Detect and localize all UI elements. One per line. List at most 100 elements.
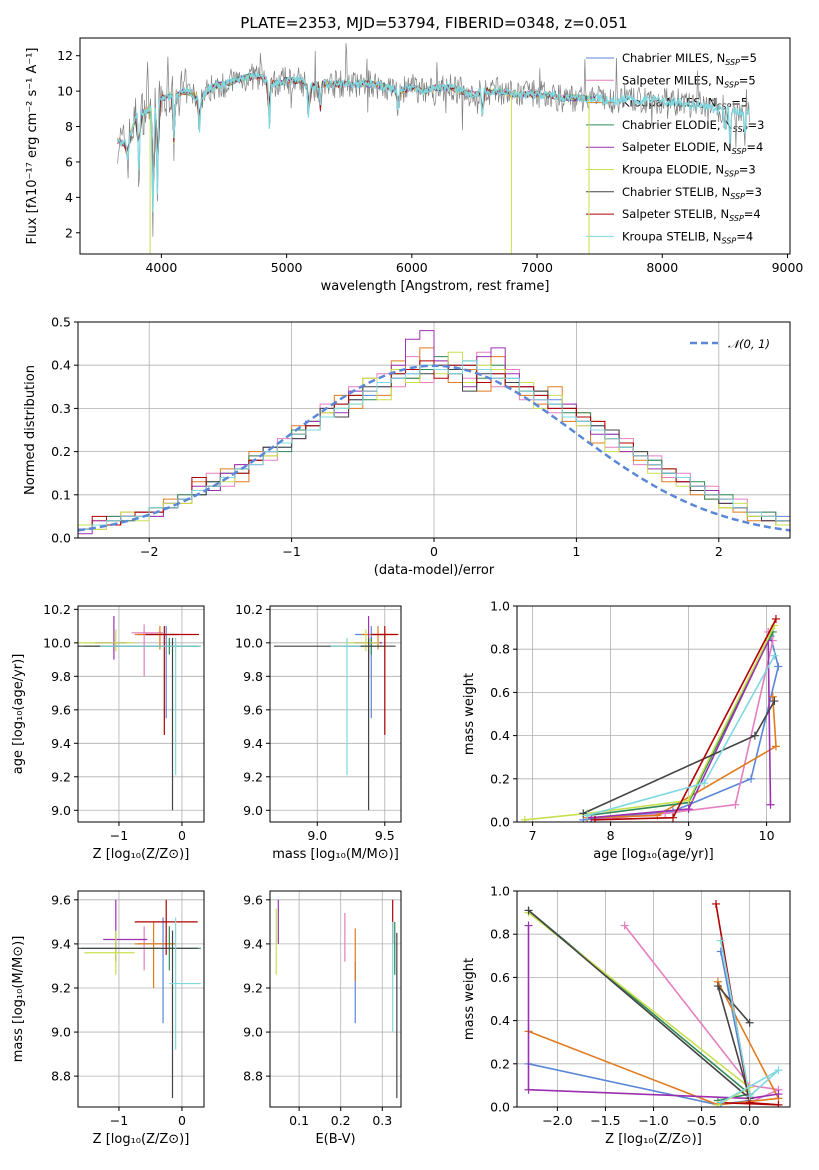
weight-marker [716,1098,725,1107]
plot-area-weight_vs_age [520,614,783,822]
y-tick-label: 2 [65,225,73,240]
weight-marker [750,731,759,740]
plot-area-residuals [78,330,790,535]
x-tick-label: 8000 [646,260,678,275]
panel-weight_vs_Z: −2.0 −1.5 −1.0 −0.5 0.0 0.0 0.2 0.4 0.6 0.8 1.0 Z [… [462,884,791,1147]
weight-line [528,981,780,1106]
x-tick-label: 9 [685,828,693,843]
x-tick-label: 0 [178,1113,186,1128]
plot-area-spectrum [117,42,750,254]
weight-marker [711,899,720,908]
y-tick-label: 9.2 [243,769,263,784]
x-tick-label: −2.0 [542,1113,572,1128]
x-axis-label: age [log₁₀(age/yr)] [593,847,714,862]
y-tick-label: 9.0 [243,803,263,818]
plot-area-mass_vs_EBV [275,899,398,1099]
weight-marker [774,1100,783,1107]
x-tick-label: 10 [759,828,775,843]
legend-label: Salpeter MILES, NSSP=5 [622,73,756,89]
weight-line [528,951,751,1106]
axes-frame [516,605,791,823]
y-axis-label: mass weight [462,673,477,755]
histogram-step [78,360,790,530]
weight-line [587,696,777,819]
x-tick-label: −0.5 [686,1113,716,1128]
y-tick-label: 0.0 [490,1100,510,1115]
x-tick-label: 1 [572,544,580,559]
weight-marker [713,982,722,991]
x-tick-label: 0 [430,544,438,559]
axes-frame [269,890,402,1108]
x-axis-label: Z [log₁₀(Z/Z⊙)] [605,1132,702,1147]
plot-area-age_vs_Z [78,616,201,811]
x-tick-label: 0.3 [372,1113,392,1128]
weight-marker [579,809,588,818]
x-tick-label: −1 [110,828,128,843]
y-tick-label: 9.2 [243,980,263,995]
x-tick-label: −1.5 [590,1113,620,1128]
y-tick-label: 0.4 [490,728,510,743]
y-tick-label: 9.0 [243,1025,263,1040]
figure-title: PLATE=2353, MJD=53794, FIBERID=0348, z=0… [240,14,627,32]
weight-marker [524,906,533,915]
y-tick-label: 0.1 [51,487,71,502]
x-axis-label: E(B-V) [315,1132,355,1147]
legend-label: Salpeter ELODIE, NSSP=4 [622,140,763,156]
y-tick-label: 9.4 [51,936,71,951]
y-tick-label: 6 [65,154,73,169]
axes-frame [79,37,791,255]
y-tick-label: 0.2 [51,444,71,459]
weight-marker [684,796,693,805]
weight-marker [774,1090,783,1099]
y-tick-label: 9.0 [51,803,71,818]
weight-marker [745,1018,754,1027]
x-axis-label: Z [log₁₀(Z/Z⊙)] [93,847,190,862]
x-tick-label: 2 [715,544,723,559]
y-tick-label: 10 [57,84,73,99]
plot-area-weight_vs_Z [524,899,783,1107]
weight-marker [716,936,725,945]
legend-label: Chabrier STELIB, NSSP=3 [622,185,762,201]
y-tick-label: 0.2 [490,771,510,786]
y-tick-label: 9.6 [243,702,263,717]
y-axis-label: mass [log₁₀(M/M⊙)] [11,936,26,1063]
y-tick-label: 10.0 [235,635,263,650]
weight-marker [520,815,529,822]
weight-line [527,925,779,1100]
weight-marker [770,697,779,706]
y-tick-label: 9.6 [51,892,71,907]
weight-marker [771,614,780,623]
y-tick-label: 9.6 [51,702,71,717]
panel-weight_vs_age: 7 8 9 10 0.0 0.2 0.4 0.6 0.8 1.0 age [log₁₀(age/yr… [462,599,791,862]
x-tick-label: 7 [529,828,537,843]
x-tick-label: 4000 [145,260,177,275]
weight-line [528,911,752,1106]
y-tick-label: 0.0 [51,531,71,546]
legend-label: Kroupa ELODIE, NSSP=3 [622,163,756,179]
axes-frame [77,605,205,823]
y-axis-label: Normed distribution [23,365,38,495]
y-tick-label: 10.0 [43,635,71,650]
x-tick-label: 9.5 [375,828,395,843]
weight-marker [766,800,775,809]
y-axis-label: mass weight [462,958,477,1040]
panel-mass_vs_EBV: 0.1 0.2 0.3 8.8 9.0 9.2 9.4 9.6 E(B-V) [243,890,402,1147]
y-tick-label: 9.2 [51,769,71,784]
gaussian-curve [78,364,790,532]
x-tick-label: 0.1 [289,1113,309,1128]
axes-frame [269,605,402,823]
y-tick-label: 1.0 [490,599,510,614]
weight-line [720,940,780,1104]
legend-label: Kroupa STELIB, NSSP=4 [622,229,753,245]
y-tick-label: 0.6 [490,970,510,985]
y-tick-label: 10.2 [235,602,263,617]
panel-mass_vs_Z: −1 0 8.8 9.0 9.2 9.4 9.6 Z [log₁₀(Z/Z⊙)] mass [l… [11,890,205,1147]
y-tick-label: 9.2 [51,980,71,995]
weight-line [524,625,776,821]
y-tick-label: 0.3 [51,401,71,416]
axes-frame [77,890,205,1108]
x-tick-label: 6000 [396,260,428,275]
spectrum-model-line [117,71,750,213]
legend-label: Chabrier MILES, NSSP=5 [622,51,757,67]
